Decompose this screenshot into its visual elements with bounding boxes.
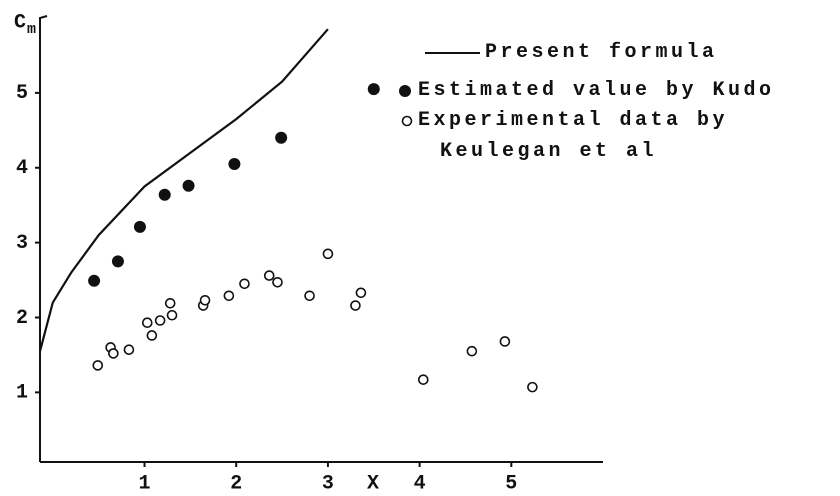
open-point	[417, 374, 429, 385]
y-tick-label: 5	[16, 82, 28, 105]
open-point	[263, 270, 275, 281]
y-tick-label: 4	[16, 157, 28, 180]
open-point	[499, 336, 511, 347]
legend-marker	[399, 85, 411, 97]
open-point	[272, 277, 283, 288]
filled-point	[228, 158, 241, 171]
filled-point	[111, 255, 124, 268]
filled-point	[182, 179, 195, 192]
open-point	[141, 317, 153, 329]
y-axis-label-subscript: m	[27, 21, 36, 38]
open-point	[527, 381, 538, 393]
x-tick-label: 4	[414, 472, 426, 495]
legend-label: Present formula	[485, 41, 718, 64]
open-point	[322, 248, 334, 260]
open-point	[304, 290, 315, 302]
open-point	[92, 360, 104, 371]
legend-marker	[401, 115, 413, 127]
y-tick-label: 2	[16, 307, 28, 330]
open-point	[154, 315, 166, 326]
x-tick-label: 1	[139, 472, 151, 495]
open-point	[199, 294, 211, 306]
y-tick-label: 1	[16, 382, 28, 405]
open-point	[123, 344, 135, 355]
open-point	[164, 297, 176, 309]
filled-point	[133, 220, 146, 233]
open-point	[223, 290, 235, 302]
filled-point	[158, 188, 171, 201]
filled-point	[275, 131, 288, 144]
filled-point	[88, 274, 101, 287]
open-point	[355, 287, 367, 299]
x-tick-label: 3	[322, 472, 334, 495]
legend-label: Estimated value by Kudo	[418, 79, 775, 102]
x-tick-label: 2	[230, 472, 242, 495]
open-point	[466, 345, 478, 357]
formula-line	[38, 28, 329, 352]
x-tick-label: 5	[505, 472, 517, 495]
open-point	[146, 330, 158, 341]
open-point	[350, 300, 361, 311]
legend-label: Experimental data by Keulegan et al	[418, 109, 729, 163]
open-point	[166, 309, 178, 321]
x-axis-label: X	[367, 472, 379, 495]
filled-point	[367, 83, 380, 96]
y-axis	[39, 15, 48, 462]
open-point	[239, 278, 250, 290]
y-tick-label: 3	[16, 232, 28, 255]
open-point	[108, 348, 119, 359]
y-axis-label: C	[14, 11, 26, 34]
